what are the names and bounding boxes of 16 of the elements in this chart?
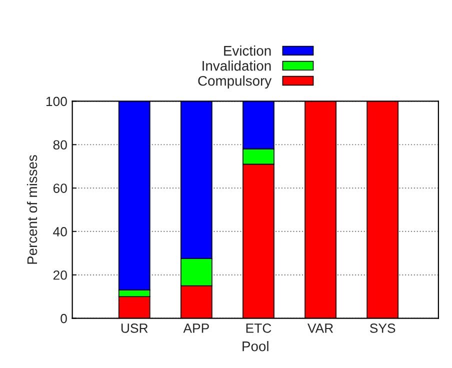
y-tick-label: 100	[46, 96, 67, 106]
x-tick-label: VAR	[308, 324, 334, 333]
y-tick-label: 80	[53, 140, 67, 150]
legend-label: Eviction	[224, 46, 271, 56]
y-tick-label: 40	[53, 227, 67, 236]
y-tick-label: 60	[53, 184, 67, 193]
legend-label: Invalidation	[202, 60, 271, 71]
x-tick-label: USR	[121, 324, 148, 333]
x-tick-label: APP	[183, 324, 209, 333]
x-tick-label: ETC	[246, 324, 272, 333]
x-axis-title: Pool	[242, 341, 268, 352]
y-tick-label: 0	[60, 314, 67, 324]
y-axis-title: Percent of misses	[26, 155, 38, 264]
x-tick-label: SYS	[370, 324, 396, 333]
y-tick-label: 20	[53, 270, 67, 280]
legend-label: Compulsory	[198, 76, 272, 89]
